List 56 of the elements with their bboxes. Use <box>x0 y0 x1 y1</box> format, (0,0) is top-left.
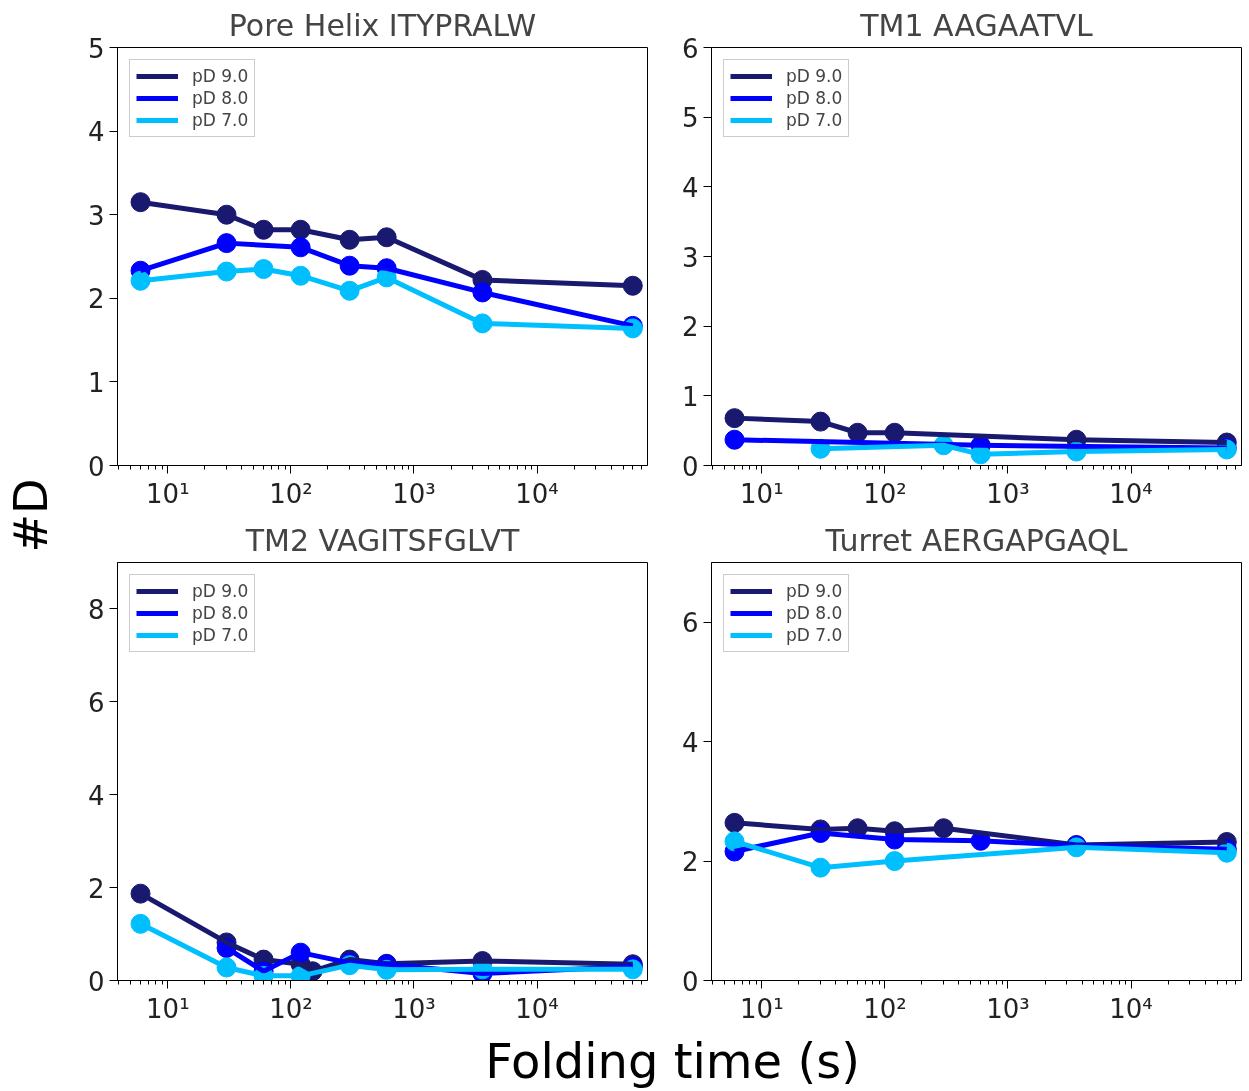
x-tick-label: 10² <box>863 478 907 509</box>
y-tick-label: 8 <box>87 594 105 625</box>
x-tick-label: 10¹ <box>146 993 190 1024</box>
legend-label: pD 7.0 <box>192 625 249 645</box>
y-tick-label: 2 <box>681 847 699 878</box>
y-tick-label: 5 <box>87 33 105 64</box>
legend-label: pD 8.0 <box>192 603 249 623</box>
y-tick-label: 5 <box>681 103 699 134</box>
y-tick-label: 6 <box>87 687 105 718</box>
legend-label: pD 9.0 <box>786 66 843 86</box>
x-tick-label: 10¹ <box>740 478 784 509</box>
chart-title: TM1 AAGAATVL <box>859 7 1094 43</box>
y-tick-label: 2 <box>87 873 105 904</box>
legend-label: pD 8.0 <box>786 88 843 108</box>
x-tick-label: 10¹ <box>740 993 784 1024</box>
x-tick-label: 10³ <box>986 993 1030 1024</box>
legend-label: pD 9.0 <box>192 581 249 601</box>
legend-label: pD 8.0 <box>192 88 249 108</box>
x-tick-label: 10¹ <box>146 478 190 509</box>
y-tick-label: 6 <box>681 608 699 639</box>
y-tick-label: 0 <box>87 966 105 997</box>
x-tick-label: 10⁴ <box>515 478 559 509</box>
y-tick-label: 2 <box>681 312 699 343</box>
y-axis-title: #D <box>4 478 58 553</box>
legend-label: pD 7.0 <box>786 625 843 645</box>
x-tick-label: 10² <box>269 993 313 1024</box>
y-tick-label: 1 <box>681 381 699 412</box>
y-tick-label: 0 <box>681 451 699 482</box>
y-tick-label: 0 <box>87 451 105 482</box>
chart-title: Turret AERGAPGAQL <box>824 522 1128 558</box>
x-tick-label: 10² <box>863 993 907 1024</box>
legend-label: pD 9.0 <box>786 581 843 601</box>
x-tick-label: 10⁴ <box>1109 993 1153 1024</box>
y-tick-label: 6 <box>681 33 699 64</box>
legend-label: pD 7.0 <box>786 110 843 130</box>
x-tick-label: 10⁴ <box>515 993 559 1024</box>
x-tick-label: 10² <box>269 478 313 509</box>
chart-title: Pore Helix ITYPRALW <box>228 7 537 43</box>
y-tick-label: 3 <box>87 200 105 231</box>
legend-label: pD 9.0 <box>192 66 249 86</box>
chart-title: TM2 VAGITSFGLVT <box>244 522 521 558</box>
legend-label: pD 8.0 <box>786 603 843 623</box>
y-tick-label: 4 <box>87 117 105 148</box>
x-tick-label: 10³ <box>392 993 436 1024</box>
y-tick-label: 4 <box>681 727 699 758</box>
y-tick-label: 4 <box>681 172 699 203</box>
y-tick-label: 0 <box>681 966 699 997</box>
x-tick-label: 10⁴ <box>1109 478 1153 509</box>
x-axis-title: Folding time (s) <box>485 1032 860 1089</box>
y-tick-label: 4 <box>87 780 105 811</box>
y-tick-label: 1 <box>87 367 105 398</box>
legend-label: pD 7.0 <box>192 110 249 130</box>
x-tick-label: 10³ <box>986 478 1030 509</box>
y-tick-label: 2 <box>87 284 105 315</box>
y-tick-label: 3 <box>681 242 699 273</box>
x-tick-label: 10³ <box>392 478 436 509</box>
